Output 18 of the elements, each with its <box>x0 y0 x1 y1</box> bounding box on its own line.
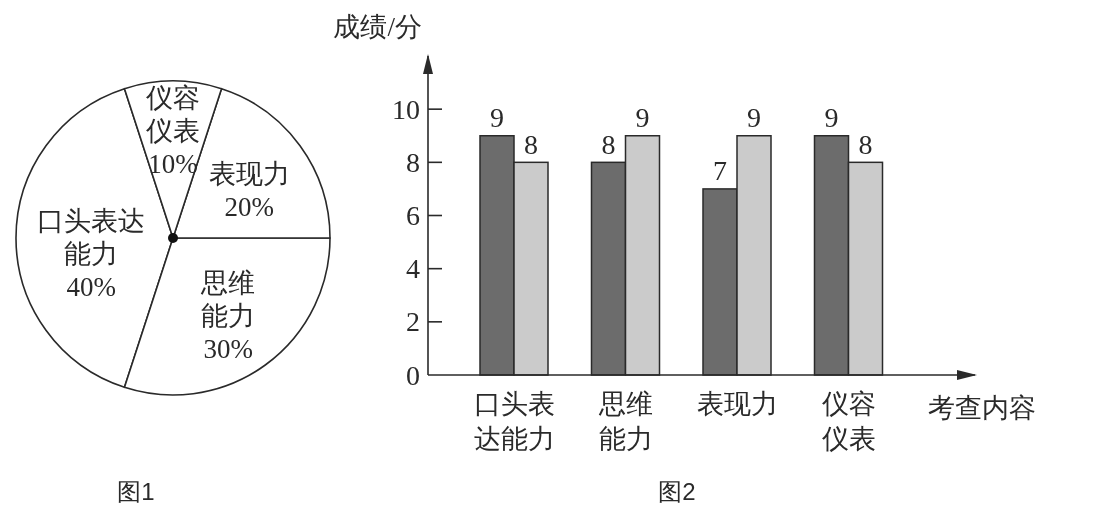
y-axis-title: 成绩/分 <box>333 12 422 42</box>
text: 图2 <box>658 477 696 505</box>
y-tick-label: 10 <box>392 93 420 125</box>
data-label: 7 <box>713 155 727 187</box>
data-label: 8 <box>601 128 616 160</box>
data-label: 9 <box>824 102 839 134</box>
data-label: 8 <box>524 128 538 160</box>
y-tick-label: 0 <box>406 359 420 391</box>
y-tick-label: 6 <box>406 200 420 231</box>
text: 图1 <box>117 477 155 505</box>
data-label: 9 <box>490 102 504 134</box>
y-tick-label: 8 <box>406 146 420 178</box>
data-label: 9 <box>747 102 761 134</box>
x-axis-title: 考查内容 <box>928 393 1036 423</box>
y-tick-label: 2 <box>406 306 420 338</box>
y-tick-label: 4 <box>406 253 420 285</box>
data-label: 8 <box>858 128 873 160</box>
data-label: 9 <box>635 102 650 134</box>
